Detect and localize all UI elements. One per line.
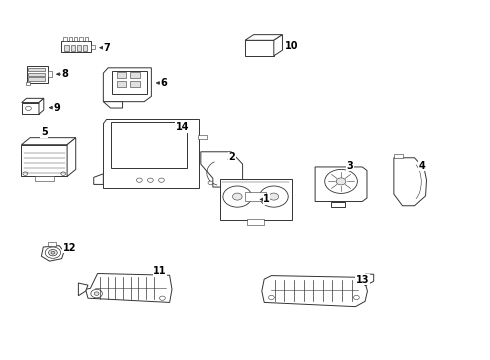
Polygon shape xyxy=(67,138,76,176)
Circle shape xyxy=(336,178,346,185)
Bar xyxy=(48,71,52,77)
Text: 2: 2 xyxy=(229,152,235,162)
Circle shape xyxy=(147,178,153,182)
Polygon shape xyxy=(103,68,151,102)
Polygon shape xyxy=(103,119,199,188)
Text: 12: 12 xyxy=(63,243,76,253)
Circle shape xyxy=(25,106,31,111)
Bar xyxy=(35,176,54,181)
Polygon shape xyxy=(331,202,345,207)
Text: 13: 13 xyxy=(356,275,369,285)
Circle shape xyxy=(23,172,28,175)
Bar xyxy=(130,72,140,78)
Text: 9: 9 xyxy=(53,103,60,113)
Circle shape xyxy=(259,186,288,207)
Bar xyxy=(394,154,403,158)
Polygon shape xyxy=(103,102,122,108)
Text: 1: 1 xyxy=(263,194,270,204)
Bar xyxy=(245,192,266,201)
Bar xyxy=(77,45,81,51)
Bar xyxy=(85,37,88,41)
Polygon shape xyxy=(201,152,243,187)
Bar xyxy=(247,219,264,225)
Bar xyxy=(220,179,292,220)
Polygon shape xyxy=(262,276,368,307)
Polygon shape xyxy=(41,246,64,261)
Circle shape xyxy=(137,178,142,182)
Bar xyxy=(26,66,48,83)
Text: 8: 8 xyxy=(61,69,68,79)
Bar xyxy=(25,82,30,85)
Polygon shape xyxy=(22,98,44,103)
Bar xyxy=(83,45,88,51)
Bar xyxy=(117,81,126,86)
Polygon shape xyxy=(112,71,147,94)
Bar xyxy=(48,242,56,246)
Circle shape xyxy=(45,247,61,258)
Circle shape xyxy=(353,295,359,300)
Polygon shape xyxy=(245,35,282,40)
Circle shape xyxy=(51,251,55,254)
Bar xyxy=(69,37,72,41)
Text: 10: 10 xyxy=(285,41,298,51)
Bar xyxy=(28,73,45,76)
Circle shape xyxy=(61,172,66,175)
Bar xyxy=(22,145,67,176)
Polygon shape xyxy=(86,274,172,302)
Circle shape xyxy=(269,295,274,300)
Polygon shape xyxy=(22,138,76,145)
Circle shape xyxy=(91,289,102,298)
Circle shape xyxy=(325,170,357,193)
Bar xyxy=(130,81,140,86)
Text: 11: 11 xyxy=(153,266,167,276)
Circle shape xyxy=(223,186,252,207)
Bar xyxy=(28,68,45,71)
Polygon shape xyxy=(315,167,367,202)
Bar xyxy=(74,37,77,41)
Text: 5: 5 xyxy=(41,127,48,138)
Circle shape xyxy=(159,178,164,182)
Polygon shape xyxy=(274,35,282,56)
Polygon shape xyxy=(365,274,374,286)
Text: 14: 14 xyxy=(176,122,189,132)
Bar xyxy=(61,41,91,52)
Bar xyxy=(65,45,69,51)
Bar xyxy=(198,135,207,139)
Bar xyxy=(71,45,75,51)
Bar xyxy=(79,37,83,41)
Circle shape xyxy=(233,193,242,200)
Circle shape xyxy=(49,249,57,256)
Bar xyxy=(91,45,95,49)
Bar xyxy=(111,122,187,168)
Bar xyxy=(245,40,274,56)
Circle shape xyxy=(94,292,99,295)
Bar xyxy=(22,103,39,114)
Polygon shape xyxy=(78,283,88,296)
Bar xyxy=(117,72,126,78)
Circle shape xyxy=(269,193,279,200)
Circle shape xyxy=(160,296,165,300)
Polygon shape xyxy=(94,174,103,184)
Circle shape xyxy=(208,181,213,185)
Bar xyxy=(64,37,67,41)
Polygon shape xyxy=(39,98,44,114)
Polygon shape xyxy=(394,158,426,206)
Text: 6: 6 xyxy=(160,78,167,88)
Text: 4: 4 xyxy=(418,161,425,171)
Bar xyxy=(28,77,45,81)
Text: 7: 7 xyxy=(104,43,111,53)
Text: 3: 3 xyxy=(346,161,353,171)
